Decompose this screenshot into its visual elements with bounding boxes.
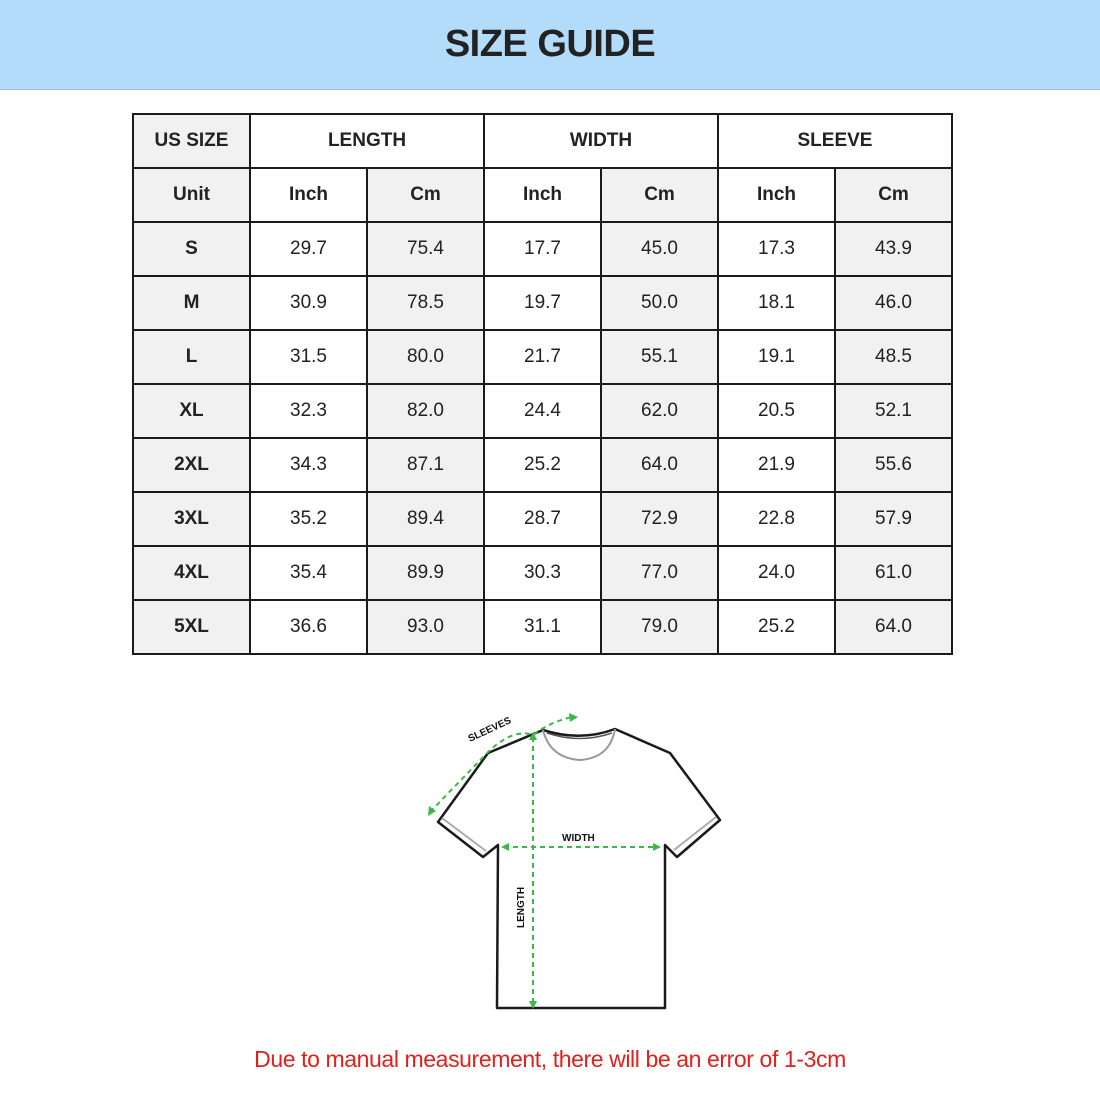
unit-cell: Cm (834, 167, 953, 223)
measurement-cell: 34.3 (249, 437, 368, 493)
measurement-cell: 24.4 (483, 383, 602, 439)
table-row: 5XL 36.6 93.0 31.1 79.0 25.2 64.0 (132, 599, 953, 655)
measurement-cell: 82.0 (366, 383, 485, 439)
unit-row: Unit Inch Cm Inch Cm Inch Cm (132, 167, 953, 223)
measurement-cell: 36.6 (249, 599, 368, 655)
measurement-cell: 64.0 (834, 599, 953, 655)
measurement-cell: 24.0 (717, 545, 836, 601)
measurement-cell: 32.3 (249, 383, 368, 439)
measurement-cell: 89.9 (366, 545, 485, 601)
measurement-cell: 79.0 (600, 599, 719, 655)
measurement-cell: 77.0 (600, 545, 719, 601)
size-label: XL (132, 383, 251, 439)
measurement-cell: 18.1 (717, 275, 836, 331)
measurement-cell: 78.5 (366, 275, 485, 331)
measurement-cell: 22.8 (717, 491, 836, 547)
group-header-row: US SIZE LENGTH WIDTH SLEEVE (132, 113, 953, 169)
unit-cell: Cm (600, 167, 719, 223)
measurement-cell: 35.2 (249, 491, 368, 547)
table-row: S 29.7 75.4 17.7 45.0 17.3 43.9 (132, 221, 953, 277)
collar-inner-2 (546, 732, 613, 740)
table-row: 3XL 35.2 89.4 28.7 72.9 22.8 57.9 (132, 491, 953, 547)
tshirt-diagram: SLEEVES WIDTH LENGTH (428, 713, 722, 1010)
measurement-cell: 17.3 (717, 221, 836, 277)
measurement-cell: 20.5 (717, 383, 836, 439)
measurement-cell: 72.9 (600, 491, 719, 547)
size-label: 4XL (132, 545, 251, 601)
size-label: 5XL (132, 599, 251, 655)
size-label: 3XL (132, 491, 251, 547)
size-label: 2XL (132, 437, 251, 493)
measurement-cell: 19.1 (717, 329, 836, 385)
table-row: XL 32.3 82.0 24.4 62.0 20.5 52.1 (132, 383, 953, 439)
measurement-cell: 17.7 (483, 221, 602, 277)
left-cuff (441, 817, 487, 852)
measurement-cell: 35.4 (249, 545, 368, 601)
measurement-cell: 46.0 (834, 275, 953, 331)
table-row: M 30.9 78.5 19.7 50.0 18.1 46.0 (132, 275, 953, 331)
header-width: WIDTH (483, 113, 719, 169)
measurement-cell: 50.0 (600, 275, 719, 331)
measurement-cell: 29.7 (249, 221, 368, 277)
measurement-cell: 61.0 (834, 545, 953, 601)
table-row: 2XL 34.3 87.1 25.2 64.0 21.9 55.6 (132, 437, 953, 493)
size-label: L (132, 329, 251, 385)
unit-cell: Inch (717, 167, 836, 223)
table-row: L 31.5 80.0 21.7 55.1 19.1 48.5 (132, 329, 953, 385)
measurement-cell: 87.1 (366, 437, 485, 493)
unit-cell: Inch (483, 167, 602, 223)
header-us-size: US SIZE (132, 113, 251, 169)
measurement-cell: 31.1 (483, 599, 602, 655)
measurement-cell: 43.9 (834, 221, 953, 277)
measurement-cell: 64.0 (600, 437, 719, 493)
tshirt-outline (436, 727, 722, 1010)
measurement-cell: 48.5 (834, 329, 953, 385)
right-cuff (673, 816, 717, 851)
measurement-cell: 25.2 (483, 437, 602, 493)
sleeves-label: SLEEVES (467, 715, 514, 745)
arrow-heads (428, 713, 661, 1009)
sleeves-arrow (429, 716, 573, 813)
measurement-cell: 55.6 (834, 437, 953, 493)
measurement-cell: 52.1 (834, 383, 953, 439)
measurement-cell: 55.1 (600, 329, 719, 385)
header-length: LENGTH (249, 113, 485, 169)
size-label: S (132, 221, 251, 277)
measurement-cell: 57.9 (834, 491, 953, 547)
measurement-cell: 75.4 (366, 221, 485, 277)
measurement-cell: 45.0 (600, 221, 719, 277)
unit-cell: Inch (249, 167, 368, 223)
measurement-note: Due to manual measurement, there will be… (254, 1046, 846, 1072)
measurement-cell: 62.0 (600, 383, 719, 439)
measurement-cell: 93.0 (366, 599, 485, 655)
measurement-cell: 25.2 (717, 599, 836, 655)
measurement-cell: 21.9 (717, 437, 836, 493)
header-banner: SIZE GUIDE (0, 0, 1100, 90)
measurement-cell: 30.3 (483, 545, 602, 601)
measurement-cell: 89.4 (366, 491, 485, 547)
measurement-cell: 30.9 (249, 275, 368, 331)
width-label: WIDTH (562, 833, 595, 844)
measurement-cell: 28.7 (483, 491, 602, 547)
header-sleeve: SLEEVE (717, 113, 953, 169)
table-row: 4XL 35.4 89.9 30.3 77.0 24.0 61.0 (132, 545, 953, 601)
size-table: US SIZE LENGTH WIDTH SLEEVE Unit Inch Cm… (132, 113, 953, 655)
length-label: LENGTH (516, 887, 527, 928)
measurement-cell: 80.0 (366, 329, 485, 385)
measurement-cell: 19.7 (483, 275, 602, 331)
size-label: M (132, 275, 251, 331)
measurement-cell: 21.7 (483, 329, 602, 385)
unit-cell: Cm (366, 167, 485, 223)
page-title: SIZE GUIDE (444, 23, 656, 65)
unit-label: Unit (132, 167, 251, 223)
collar-inner (542, 728, 616, 762)
measure-arrows (429, 716, 658, 1006)
measurement-cell: 31.5 (249, 329, 368, 385)
